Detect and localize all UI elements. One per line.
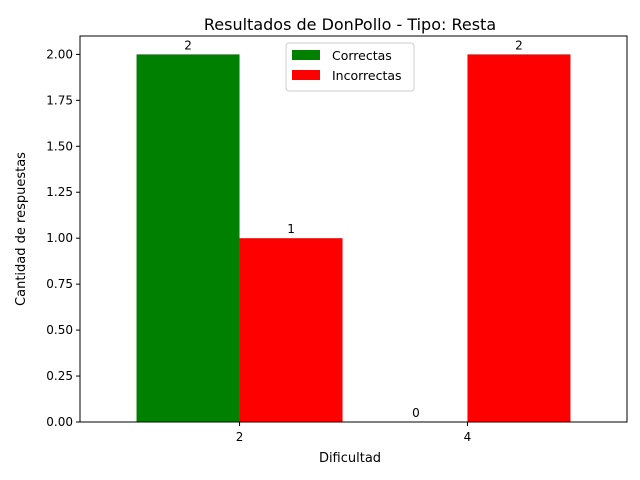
data-label-correctas-2: 2	[184, 38, 192, 52]
bar-correctas-2	[136, 54, 240, 422]
bar-incorrectas-4	[467, 54, 571, 422]
bars	[136, 54, 571, 422]
legend-swatch-incorrectas	[292, 70, 320, 80]
y-tick-label: 1.50	[46, 139, 73, 153]
y-tick-label: 1.25	[46, 185, 73, 199]
y-tick-label: 0.25	[46, 369, 73, 383]
data-label-incorrectas-4: 2	[515, 38, 523, 52]
y-tick-label: 1.75	[46, 93, 73, 107]
chart-title: Resultados de DonPollo - Tipo: Resta	[204, 15, 496, 34]
y-tick-label: 0.50	[46, 323, 73, 337]
axes	[79, 35, 628, 423]
x-tick-label: 2	[236, 430, 244, 444]
y-tick-label: 2.00	[46, 47, 73, 61]
y-axis-label: Cantidad de respuestas	[14, 152, 29, 306]
data-label-incorrectas-2: 1	[287, 222, 295, 236]
data-label-correctas-4: 0	[412, 406, 420, 420]
x-axis-label: Dificultad	[319, 451, 381, 466]
y-ticks: 0.00 0.25 0.50 0.75 1.00 1.25 1.50 1.75 2.00	[46, 47, 80, 429]
y-tick-label: 0.75	[46, 277, 73, 291]
axes-frame	[79, 35, 628, 423]
y-tick-label: 1.00	[46, 231, 73, 245]
legend-label-correctas: Correctas	[332, 48, 392, 63]
bar-incorrectas-2	[239, 238, 343, 422]
legend-label-incorrectas: Incorrectas	[332, 68, 402, 83]
legend-swatch-correctas	[292, 50, 320, 60]
y-tick-label: 0.00	[46, 415, 73, 429]
x-tick-label: 4	[464, 430, 472, 444]
legend: Correctas Incorrectas	[285, 42, 415, 92]
